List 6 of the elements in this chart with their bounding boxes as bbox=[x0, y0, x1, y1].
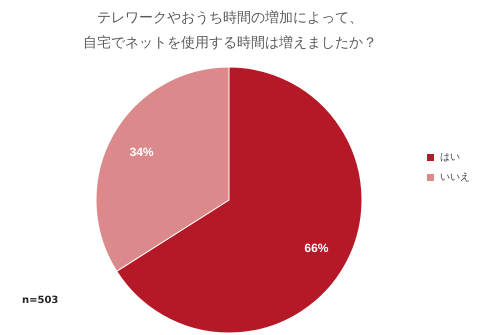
legend-label: いいえ bbox=[440, 170, 470, 184]
text: n=503 bbox=[22, 295, 58, 306]
chart-title: テレワークやおうち時間の増加によって、自宅でネットを使用する時間は増えましたか？ bbox=[82, 9, 378, 53]
data-label: 66% bbox=[304, 241, 329, 256]
data-label: 34% bbox=[130, 144, 154, 159]
legend-label: はい bbox=[440, 150, 460, 164]
